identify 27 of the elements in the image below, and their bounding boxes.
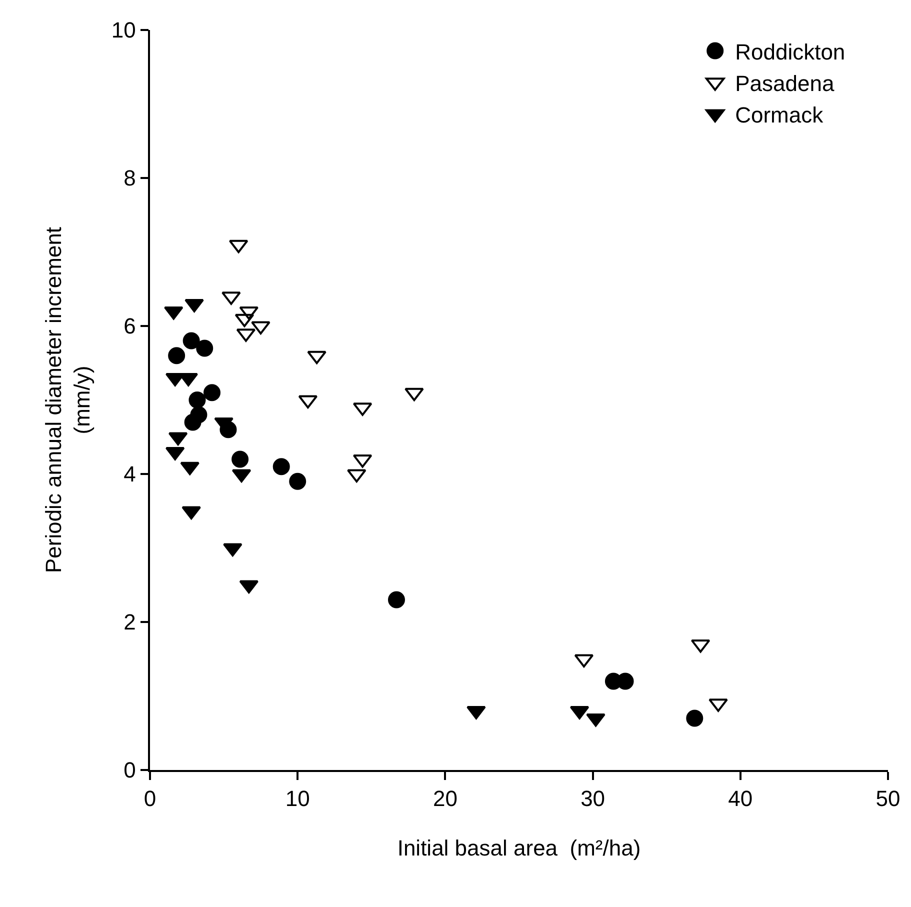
y-tick-label: 4 bbox=[124, 462, 136, 487]
y-tick-label: 2 bbox=[124, 610, 136, 635]
x-tick-label: 30 bbox=[580, 786, 606, 812]
point bbox=[239, 306, 259, 320]
point bbox=[586, 713, 606, 727]
point bbox=[234, 314, 254, 328]
legend-label: Cormack bbox=[735, 102, 824, 128]
x-axis-title: Initial basal area (m²/ha) bbox=[397, 836, 641, 861]
y-tick-label: 6 bbox=[124, 314, 136, 339]
y-tick-label: 0 bbox=[124, 758, 136, 783]
x-tick-label: 20 bbox=[432, 786, 458, 812]
x-tick-label: 0 bbox=[144, 786, 156, 812]
point bbox=[180, 462, 200, 476]
point bbox=[352, 454, 372, 468]
legend-label: Pasadena bbox=[735, 70, 835, 96]
x-tick-label: 10 bbox=[285, 786, 310, 812]
point bbox=[307, 350, 326, 364]
x-tick-label: 40 bbox=[728, 786, 753, 812]
point bbox=[690, 639, 710, 653]
point bbox=[228, 240, 248, 254]
y-axis-title: Periodic annual diameter increment (mm/y) bbox=[41, 226, 95, 574]
y-tick-label: 10 bbox=[111, 18, 136, 43]
legend-label: Roddickton bbox=[735, 39, 846, 64]
x-tick-label: 50 bbox=[876, 786, 900, 812]
point bbox=[164, 306, 184, 320]
y-tick-label: 8 bbox=[124, 166, 136, 191]
point bbox=[404, 388, 424, 402]
